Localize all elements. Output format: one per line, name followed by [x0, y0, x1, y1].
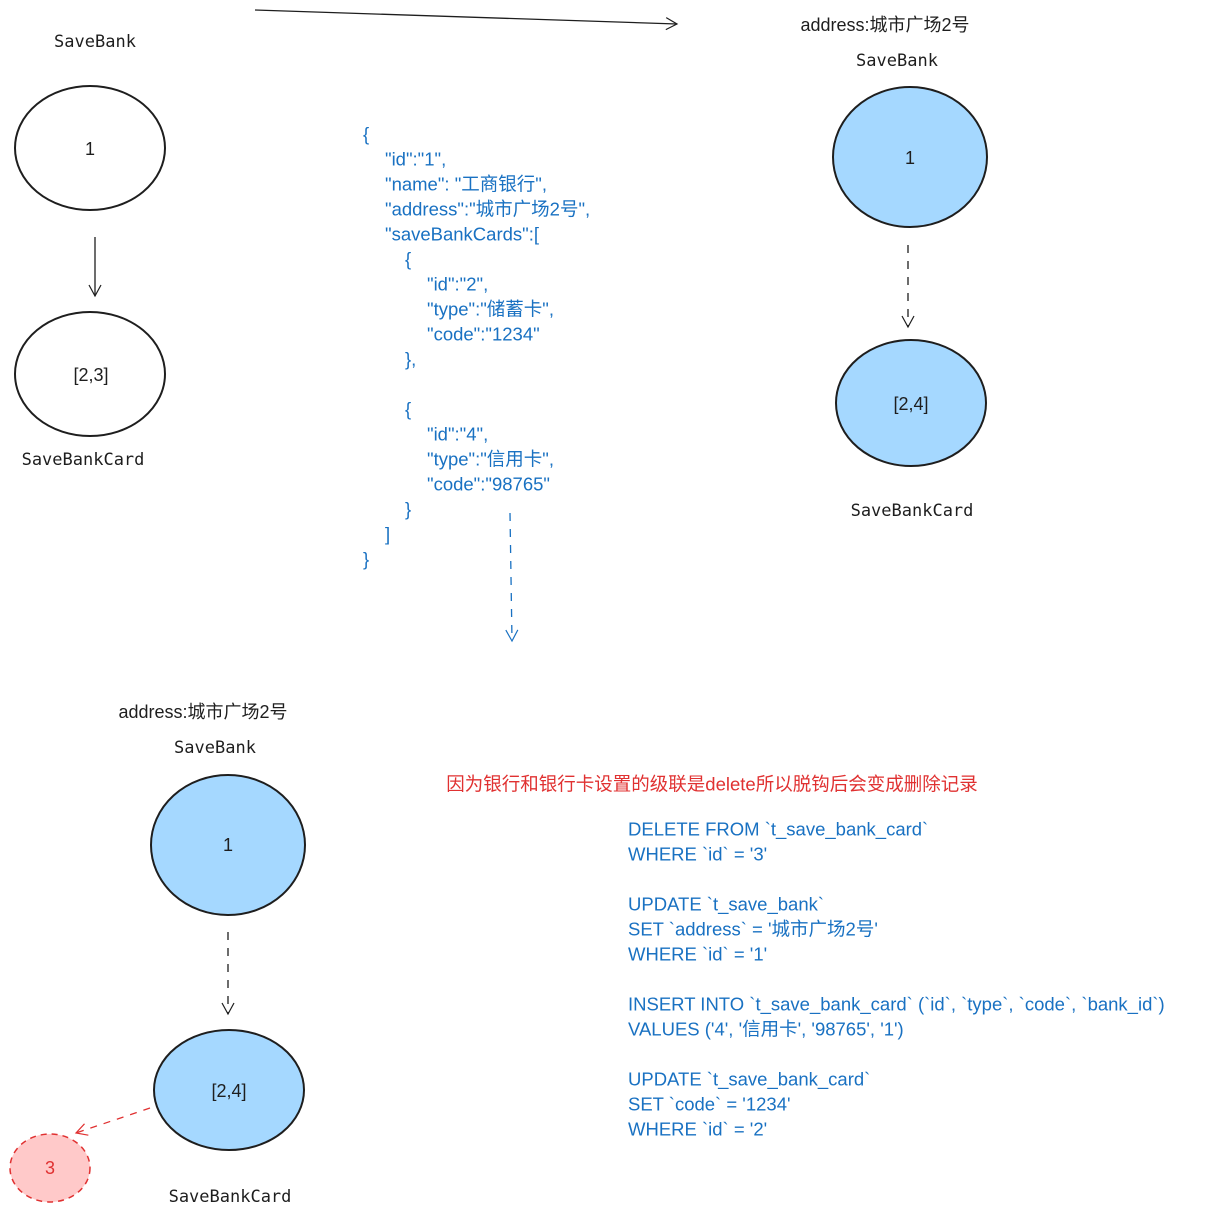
after-top-card-node-text: [2,4]: [893, 394, 928, 414]
json-line: "id":"1",: [385, 149, 446, 170]
sql-line: WHERE `id` = '1': [628, 944, 767, 965]
transition-arrow: [254, 9, 679, 31]
after-top-bank-node-text: 1: [905, 148, 915, 168]
after-bottom-card-label: SaveBankCard: [169, 1187, 292, 1207]
sql-line: SET `address` = '城市广场2号': [628, 919, 878, 940]
sql-line: VALUES ('4', '信用卡', '98765', '1'): [628, 1019, 904, 1040]
after-bottom-group: address:城市广场2号 SaveBank 1 [2,4] 3 SaveBa…: [9, 702, 306, 1207]
json-line: "address":"城市广场2号",: [385, 199, 590, 220]
sql-line: UPDATE `t_save_bank_card`: [628, 1069, 870, 1091]
removed-arrow: [74, 1107, 151, 1136]
before-bank-label: SaveBank: [54, 32, 136, 52]
json-line: ]: [385, 524, 390, 545]
after-top-card-label: SaveBankCard: [851, 501, 974, 521]
json-line: "code":"1234": [427, 324, 540, 345]
sql-statements: DELETE FROM `t_save_bank_card` WHERE `id`…: [628, 819, 1165, 1140]
before-card-label: SaveBankCard: [22, 450, 145, 470]
after-bottom-bank-node: [150, 774, 306, 916]
after-top-bank-label: SaveBank: [856, 51, 938, 71]
json-line: "type":"信用卡",: [427, 449, 554, 470]
removed-card-node: [9, 1133, 91, 1203]
json-line: "saveBankCards":[: [385, 224, 539, 245]
sql-line: WHERE `id` = '3': [628, 844, 767, 865]
json-line: "name": "工商银行",: [385, 174, 547, 195]
json-down-arrow: [505, 512, 519, 643]
after-bottom-bank-node-text: 1: [223, 835, 233, 855]
sql-line: WHERE `id` = '2': [628, 1119, 767, 1140]
sql-line: SET `code` = '1234': [628, 1094, 791, 1115]
cascade-note: 因为银行和银行卡设置的级联是delete所以脱钩后会变成删除记录: [446, 774, 977, 795]
after-top-bank-node: [832, 86, 988, 228]
sql-line: DELETE FROM `t_save_bank_card`: [628, 819, 928, 841]
json-line: {: [363, 124, 369, 145]
before-group: SaveBank 1 [2,3] SaveBankCard: [14, 32, 166, 470]
json-line: {: [405, 249, 411, 270]
after-bottom-card-node: [153, 1029, 305, 1151]
before-card-node: [14, 311, 166, 437]
after-bottom-address: address:城市广场2号: [118, 702, 287, 722]
before-bank-node-text: 1: [85, 139, 95, 159]
json-line: }: [405, 499, 411, 520]
sql-line: INSERT INTO `t_save_bank_card` (`id`, `t…: [628, 994, 1165, 1016]
before-card-node-text: [2,3]: [73, 365, 108, 385]
json-line: {: [405, 399, 411, 420]
json-payload: { "id":"1", "name": "工商银行", "address":"城市广场…: [363, 124, 590, 570]
json-line: "id":"2",: [427, 274, 488, 295]
after-top-group: address:城市广场2号 SaveBank 1 [2,4] SaveBank…: [800, 15, 988, 521]
before-bank-node: [14, 85, 166, 211]
after-bottom-card-node-text: [2,4]: [211, 1081, 246, 1101]
sql-line: UPDATE `t_save_bank`: [628, 894, 824, 916]
json-line: },: [405, 349, 416, 370]
json-line: "type":"储蓄卡",: [427, 299, 554, 320]
json-line: }: [363, 549, 369, 570]
after-top-card-node: [835, 339, 987, 467]
after-bottom-bank-label: SaveBank: [174, 738, 256, 758]
json-line: "code":"98765": [427, 474, 550, 495]
removed-card-node-text: 3: [45, 1158, 55, 1178]
json-line: "id":"4",: [427, 424, 488, 445]
after-top-address: address:城市广场2号: [800, 15, 969, 35]
